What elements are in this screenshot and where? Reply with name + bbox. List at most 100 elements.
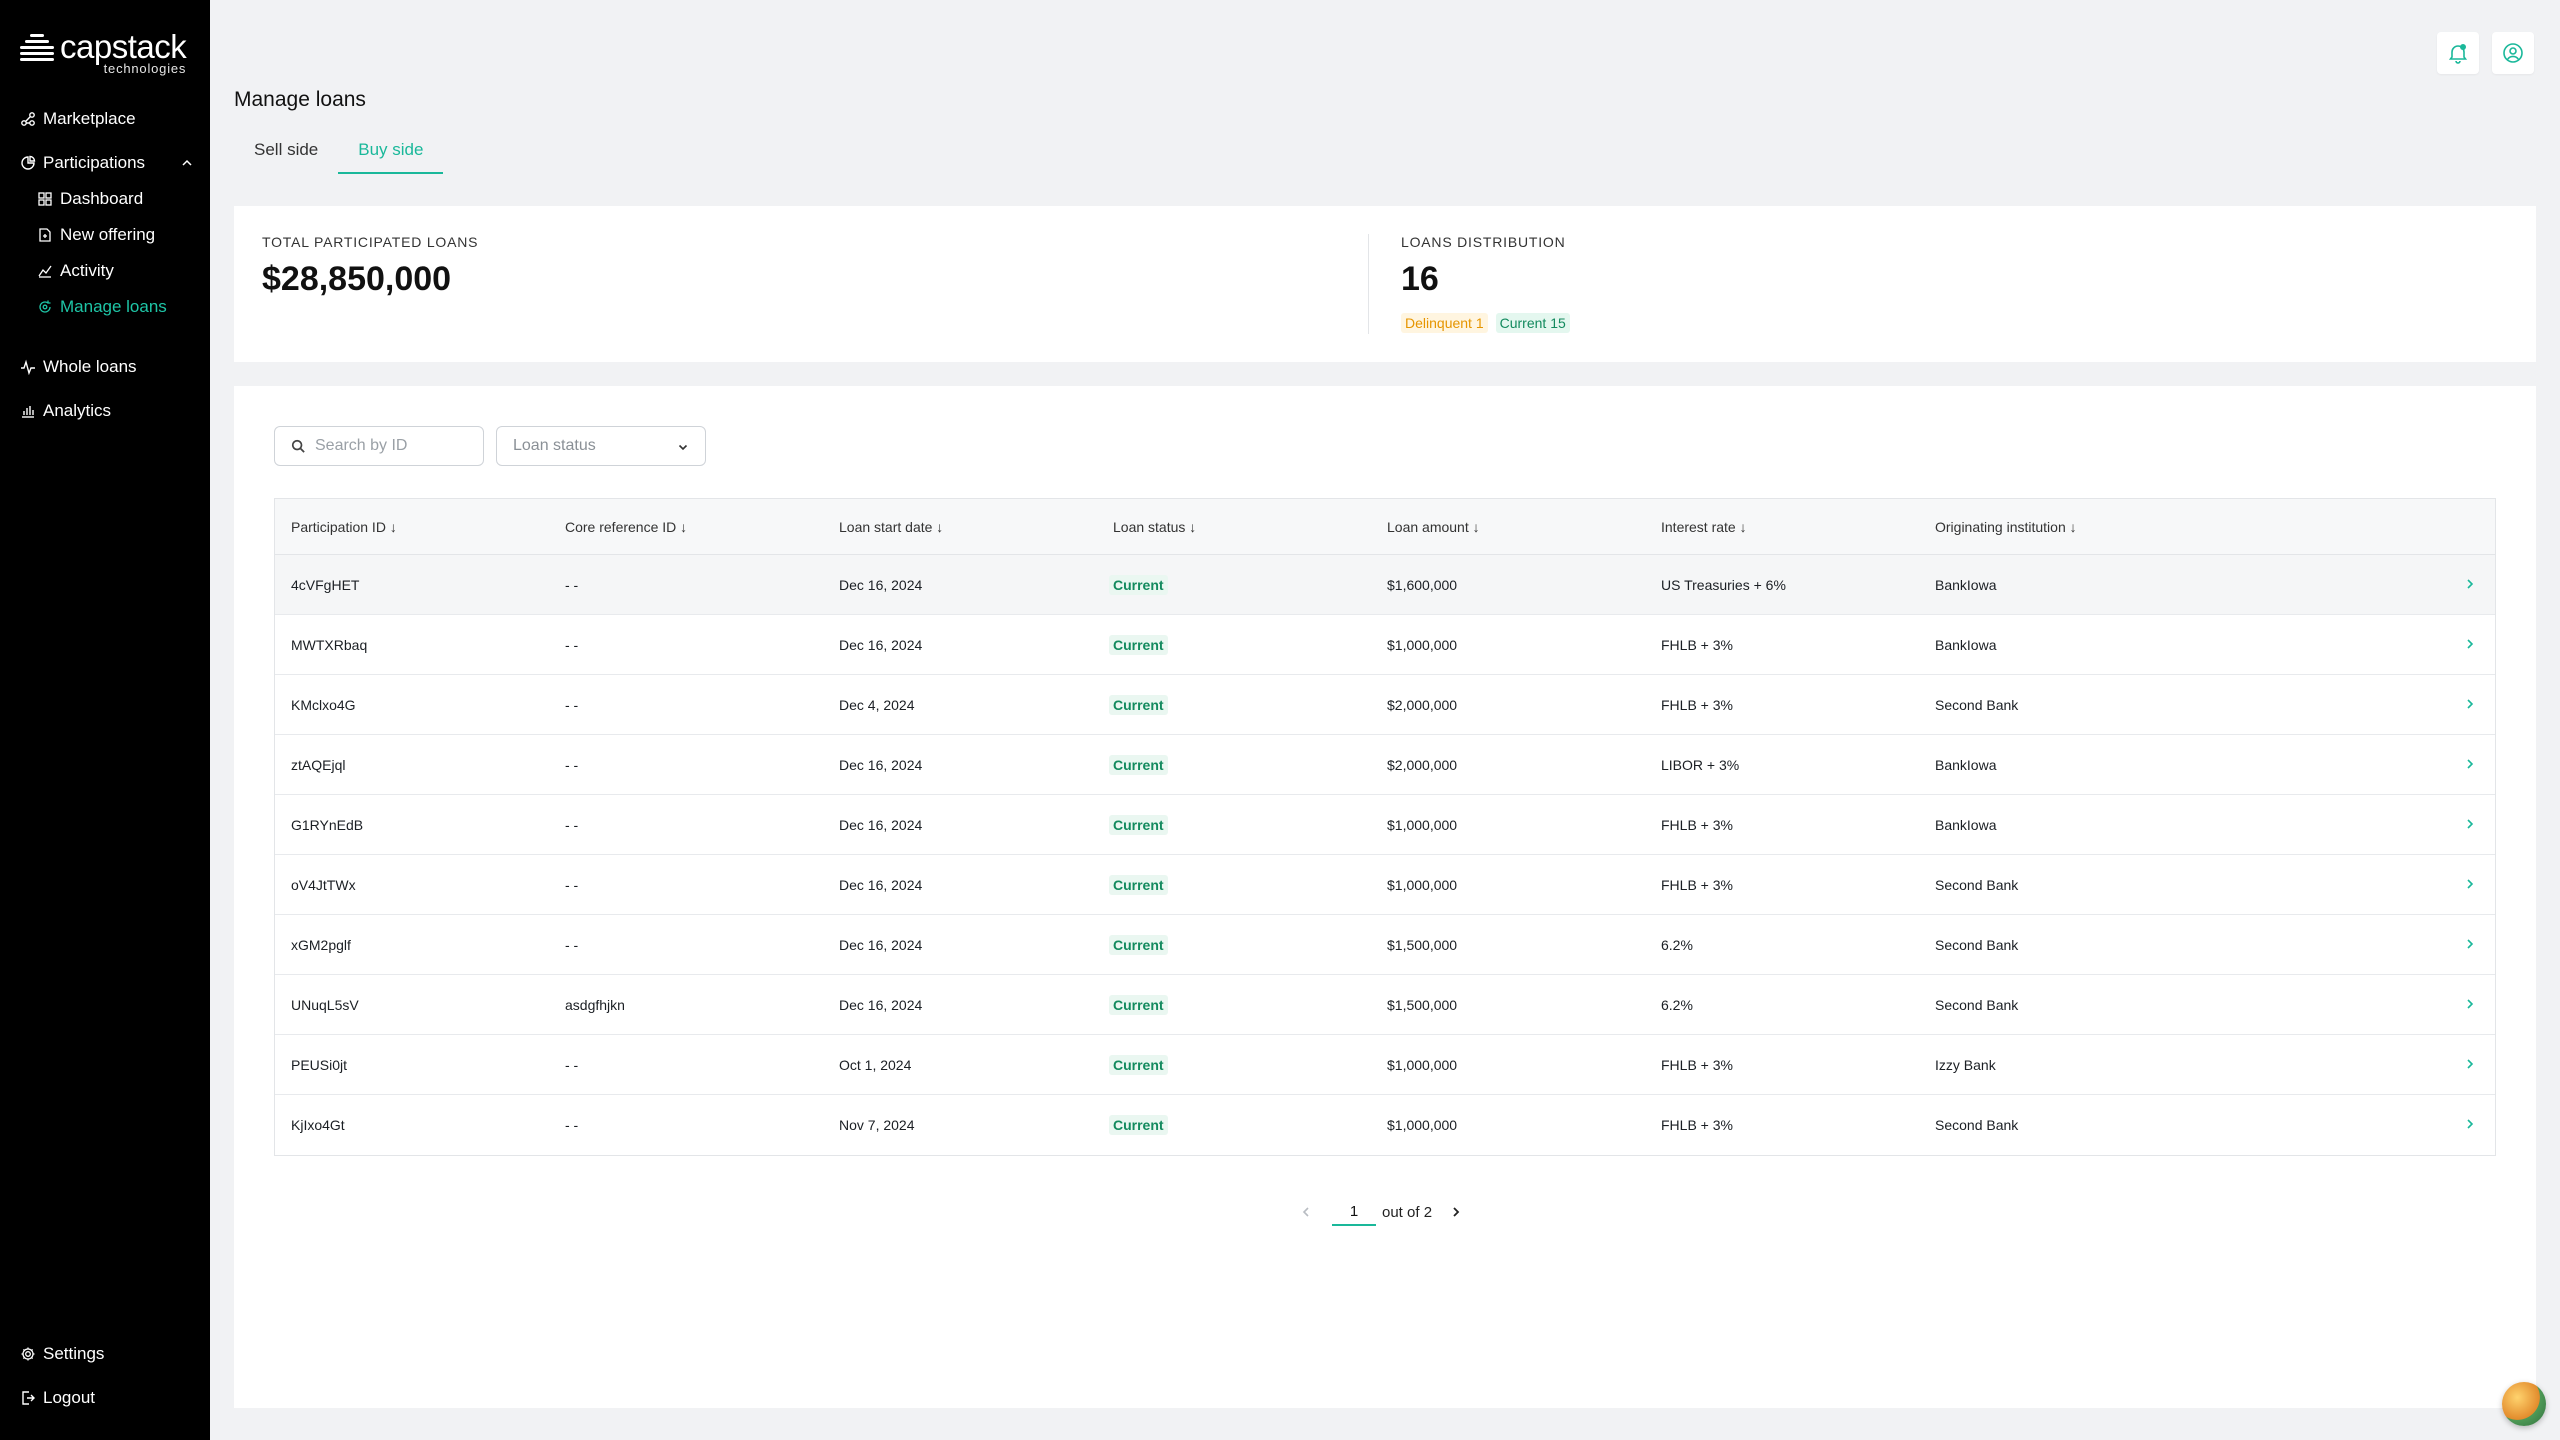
stat-value: $28,850,000 <box>262 260 452 298</box>
sidebar-item-label: Settings <box>43 1344 105 1363</box>
loan-status-placeholder: Loan status <box>513 437 596 454</box>
chevron-right-icon[interactable] <box>2463 577 2477 591</box>
loan-amount: $2,000,000 <box>1387 696 1458 713</box>
column-header-participation-id[interactable]: Participation ID ↓ <box>291 518 397 535</box>
table-row[interactable]: ztAQEjql - - Dec 16, 2024 Current $2,000… <box>275 735 2495 795</box>
sidebar-item-dashboard[interactable]: Dashboard <box>37 187 212 211</box>
sidebar-item-settings[interactable]: Settings <box>20 1342 195 1366</box>
column-header-loan-amount[interactable]: Loan amount ↓ <box>1387 518 1480 535</box>
document-plus-icon <box>37 227 53 243</box>
originating-institution: Second Bank <box>1935 876 2019 893</box>
activity-icon <box>37 263 53 279</box>
loan-status-badge: Current <box>1109 634 1168 655</box>
originating-institution: BankIowa <box>1935 756 1997 773</box>
column-header-core-reference-id[interactable]: Core reference ID ↓ <box>565 518 688 535</box>
column-header-originating-institution[interactable]: Originating institution ↓ <box>1935 518 2077 535</box>
loan-amount: $1,600,000 <box>1387 576 1458 593</box>
chevron-down-icon <box>678 444 688 451</box>
sidebar-item-analytics[interactable]: Analytics <box>20 399 195 423</box>
interest-rate: US Treasuries + 6% <box>1661 576 1786 593</box>
sidebar-item-label: Dashboard <box>60 189 144 208</box>
loan-amount: $1,000,000 <box>1387 816 1458 833</box>
chevron-right-icon[interactable] <box>2463 757 2477 771</box>
chevron-right-icon[interactable] <box>2463 697 2477 711</box>
search-icon <box>291 439 305 453</box>
chevron-up-icon[interactable] <box>179 155 195 171</box>
column-header-loan-start-date[interactable]: Loan start date ↓ <box>839 518 944 535</box>
sidebar-item-manage-loans[interactable]: Manage loans <box>37 295 212 319</box>
tab-sell-side[interactable]: Sell side <box>254 140 319 159</box>
participation-id: PEUSi0jt <box>291 1056 348 1073</box>
chevron-right-icon[interactable] <box>2463 817 2477 831</box>
brand-subtitle: technologies <box>103 61 187 76</box>
table-row[interactable]: PEUSi0jt - - Oct 1, 2024 Current $1,000,… <box>275 1035 2495 1095</box>
column-header-interest-rate[interactable]: Interest rate ↓ <box>1661 518 1747 535</box>
sidebar-item-marketplace[interactable]: Marketplace <box>20 107 195 131</box>
core-reference-id: - - <box>565 1117 579 1133</box>
notifications-button[interactable] <box>2437 32 2479 74</box>
side-tabs: Sell side Buy side <box>234 134 444 174</box>
loan-amount: $2,000,000 <box>1387 756 1458 773</box>
sidebar-item-whole-loans[interactable]: Whole loans <box>20 355 195 379</box>
table-header: Participation ID ↓ Core reference ID ↓ L… <box>275 499 2495 555</box>
brand-logo[interactable]: capstack technologies <box>20 28 187 76</box>
loan-amount: $1,000,000 <box>1387 1056 1458 1073</box>
participation-id: ztAQEjql <box>291 756 346 773</box>
table-row[interactable]: xGM2pglf - - Dec 16, 2024 Current $1,500… <box>275 915 2495 975</box>
stat-label: TOTAL PARTICIPATED LOANS <box>262 234 479 250</box>
page-number-input[interactable] <box>1332 1198 1376 1226</box>
profile-button[interactable] <box>2492 32 2534 74</box>
next-page-button[interactable] <box>1444 1200 1468 1224</box>
table-row[interactable]: UNuqL5sV asdgfhjkn Dec 16, 2024 Current … <box>275 975 2495 1035</box>
column-header-loan-status[interactable]: Loan status ↓ <box>1113 518 1197 535</box>
current-badge: Current 15 <box>1495 313 1570 333</box>
chevron-right-icon[interactable] <box>2463 1117 2477 1131</box>
sidebar-item-new-offering[interactable]: New offering <box>37 223 212 247</box>
brand-name: capstack <box>60 28 187 65</box>
loan-amount: $1,000,000 <box>1387 636 1458 653</box>
sidebar-item-logout[interactable]: Logout <box>20 1386 195 1410</box>
loan-start-date: Dec 16, 2024 <box>839 996 923 1013</box>
interest-rate: FHLB + 3% <box>1661 636 1733 653</box>
chevron-right-icon[interactable] <box>2463 1057 2477 1071</box>
table-row[interactable]: G1RYnEdB - - Dec 16, 2024 Current $1,000… <box>275 795 2495 855</box>
tab-buy-side[interactable]: Buy side <box>338 134 444 174</box>
loan-start-date: Dec 16, 2024 <box>839 636 923 653</box>
loan-status-badge: Current <box>1109 574 1168 595</box>
loan-start-date: Dec 16, 2024 <box>839 936 923 953</box>
chevron-right-icon[interactable] <box>2463 637 2477 651</box>
core-reference-id: - - <box>565 576 579 593</box>
sidebar-item-participations[interactable]: Participations <box>20 151 195 175</box>
loan-status-badge: Current <box>1109 1054 1168 1075</box>
chevron-right-icon[interactable] <box>2463 877 2477 891</box>
interest-rate: FHLB + 3% <box>1661 696 1733 713</box>
table-row[interactable]: 4cVFgHET - - Dec 16, 2024 Current $1,600… <box>275 555 2495 615</box>
chevron-right-icon[interactable] <box>2463 937 2477 951</box>
sidebar-item-label: Marketplace <box>43 109 136 128</box>
bell-icon <box>2448 44 2468 64</box>
sidebar-item-activity[interactable]: Activity <box>37 259 212 283</box>
assistant-avatar[interactable] <box>2502 1382 2546 1426</box>
table-row[interactable]: oV4JtTWx - - Dec 16, 2024 Current $1,000… <box>275 855 2495 915</box>
originating-institution: Second Bank <box>1935 696 2019 713</box>
gear-icon <box>20 1346 36 1362</box>
core-reference-id: - - <box>565 816 579 833</box>
originating-institution: Second Bank <box>1935 996 2019 1013</box>
originating-institution: Izzy Bank <box>1935 1056 1996 1073</box>
participation-id: KjIxo4Gt <box>291 1117 345 1133</box>
table-row[interactable]: KMclxo4G - - Dec 4, 2024 Current $2,000,… <box>275 675 2495 735</box>
participation-id: xGM2pglf <box>291 936 351 953</box>
originating-institution: Second Bank <box>1935 936 2019 953</box>
loan-status-badge: Current <box>1109 754 1168 775</box>
chevron-left-icon <box>1302 1207 1309 1217</box>
core-reference-id: - - <box>565 756 579 773</box>
loan-status-select[interactable]: Loan status <box>496 426 706 466</box>
loan-start-date: Oct 1, 2024 <box>839 1056 912 1073</box>
search-input[interactable] <box>315 437 475 455</box>
table-row[interactable]: MWTXRbaq - - Dec 16, 2024 Current $1,000… <box>275 615 2495 675</box>
prev-page-button[interactable] <box>1294 1200 1318 1224</box>
page-count-label: out of 2 <box>1382 1203 1433 1221</box>
table-row[interactable]: KjIxo4Gt - - Nov 7, 2024 Current $1,000,… <box>275 1095 2495 1155</box>
chevron-right-icon[interactable] <box>2463 997 2477 1011</box>
search-field[interactable] <box>274 426 484 466</box>
